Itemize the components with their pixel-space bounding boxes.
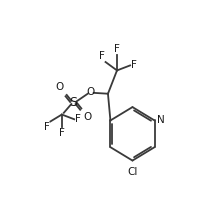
Text: F: F: [114, 44, 120, 54]
Text: F: F: [59, 128, 65, 138]
Text: Cl: Cl: [127, 167, 138, 177]
Text: F: F: [131, 60, 137, 70]
Text: O: O: [56, 82, 64, 92]
Text: O: O: [83, 112, 91, 122]
Text: F: F: [75, 114, 81, 124]
Text: S: S: [70, 96, 77, 109]
Text: F: F: [99, 51, 105, 61]
Text: O: O: [86, 87, 95, 97]
Text: F: F: [44, 122, 50, 132]
Text: N: N: [158, 115, 165, 125]
